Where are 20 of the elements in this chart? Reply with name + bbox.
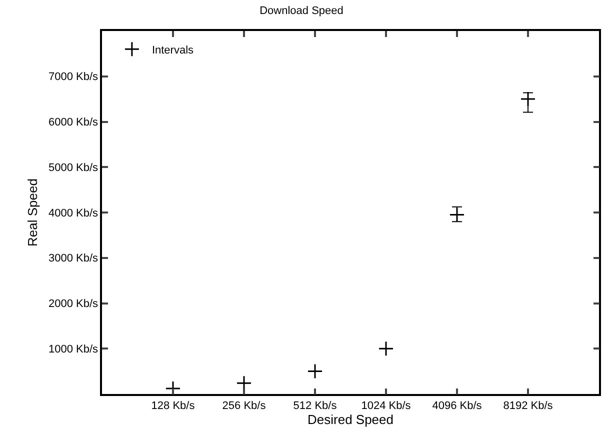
x-tick-label: 4096 Kb/s	[432, 400, 482, 412]
point	[520, 91, 536, 107]
x-tick-label: 8192 Kb/s	[503, 400, 554, 412]
y-tick-label: 3000 Kb/s	[48, 252, 99, 265]
x-tick-label: 256 Kb/s	[222, 400, 266, 412]
y-tick-label: 5000 Kb/s	[48, 162, 99, 174]
legend-label: Intervals	[152, 44, 194, 56]
y-axis-title: Real Speed	[24, 178, 40, 246]
x-tick-label: 512 Kb/s	[293, 400, 338, 412]
y-tick-label: 1000 Kb/s	[48, 343, 99, 356]
y-tick-label: 7000 Kb/s	[48, 71, 99, 84]
x-tick-label: 1024 Kb/s	[361, 400, 412, 412]
y-tick-label: 2000 Kb/s	[48, 298, 99, 310]
point	[307, 364, 323, 380]
point	[378, 340, 394, 356]
x-axis-title: Desired Speed	[308, 412, 394, 428]
chart-title: Download Speed	[260, 5, 344, 18]
y-tick-label: 4000 Kb/s	[48, 207, 99, 220]
y-tick-label: 6000 Kb/s	[48, 116, 99, 129]
x-tick-label: 128 Kb/s	[151, 400, 196, 412]
